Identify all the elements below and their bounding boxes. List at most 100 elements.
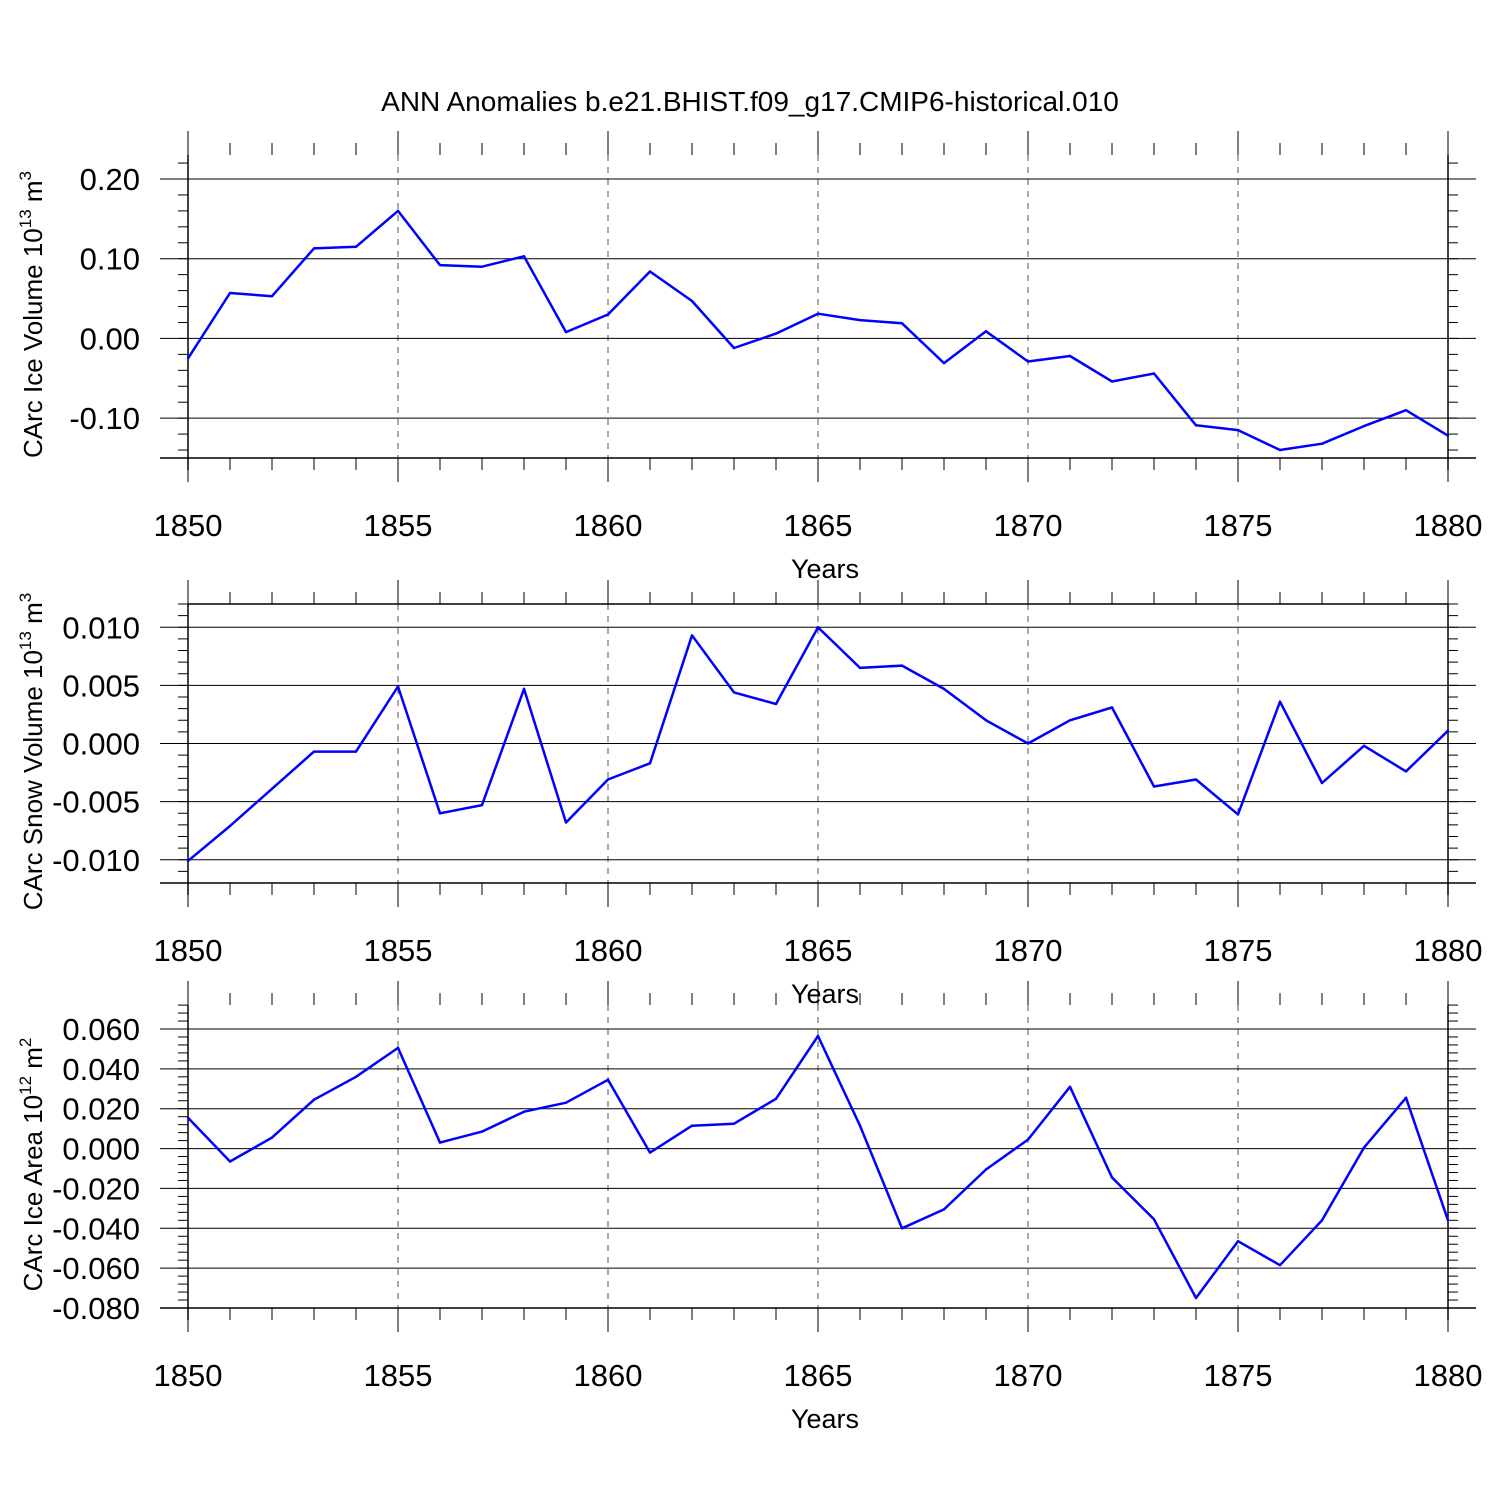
y-tick-label: 0.060 [62,1012,140,1047]
data-point [606,778,610,781]
data-point [1320,1219,1324,1222]
data-point [1110,1176,1114,1179]
x-tick-label: 1880 [1414,1358,1483,1393]
y-axis-label: CArc Ice Area 1012 m2 [16,1038,48,1292]
data-point [648,1151,652,1154]
x-axis-label: Years [791,979,859,1009]
data-point [606,313,610,316]
x-tick-label: 1870 [994,508,1063,543]
data-point [1194,778,1198,781]
x-tick-label: 1860 [574,933,643,968]
data-point [1446,434,1450,437]
figure-title: ANN Anomalies b.e21.BHIST.f09_g17.CMIP6-… [381,86,1119,117]
series-line [186,209,1449,452]
data-point [648,270,652,273]
data-point [942,1208,946,1211]
data-point [438,263,442,267]
x-tick-label: 1880 [1414,508,1483,543]
y-axis-label-part: m [18,1047,48,1076]
data-point [228,1160,232,1163]
y-axis-label-part: m [18,602,48,631]
data-point [522,1110,526,1113]
data-point [186,859,190,863]
data-point [900,664,904,667]
y-tick-label: 0.10 [80,242,140,277]
data-point [1236,428,1240,432]
data-point [816,626,820,629]
data-point [1362,744,1366,748]
x-tick-label: 1865 [784,508,853,543]
data-point [1320,781,1324,785]
data-point [312,750,316,753]
data-point [480,1130,484,1133]
data-point [186,357,190,360]
data-point [858,318,862,322]
data-point [858,666,862,670]
y-tick-label: -0.10 [69,401,140,436]
data-point [438,812,442,815]
x-tick-label: 1850 [154,508,223,543]
ice-area-panel: -0.080 -0.060 -0.040 -0.020 0.000 0.020 0.040 0… [16,981,1482,1434]
data-point [732,346,736,350]
data-point [984,719,988,722]
x-tick-label: 1850 [154,1358,223,1393]
data-point [396,209,400,213]
data-point [228,291,232,295]
data-point [942,687,946,691]
data-point [1278,1263,1282,1267]
y-tick-label: 0.040 [62,1052,140,1087]
data-point [270,294,274,298]
data-point [396,685,400,688]
data-point [270,787,274,791]
data-point [858,1124,862,1127]
data-point [984,1168,988,1171]
data-point [1152,372,1156,375]
ice-volume-panel: -0.10 0.00 0.10 0.20 1850 1855 1860 1865 1870 187… [16,131,1482,584]
x-axis-label: Years [791,554,859,584]
data-point [480,803,484,807]
y-axis-label-part: CArc Snow Volume 10 [18,650,48,910]
y-axis-label-superscript: 2 [16,1038,35,1047]
y-axis-label-superscript: 3 [16,171,35,180]
data-point [1026,742,1030,745]
y-tick-label: 0.000 [62,727,140,762]
data-point [1194,1296,1198,1300]
data-point [606,1078,610,1082]
data-point [1278,448,1282,452]
data-point [984,330,988,333]
data-point [1320,442,1324,445]
y-tick-label: 0.20 [80,162,140,197]
data-point [312,1098,316,1101]
x-tick-label: 1865 [784,1358,853,1393]
y-axis-label: CArc Ice Volume 1013 m3 [16,171,48,458]
data-point [816,1034,820,1038]
data-point [522,687,526,691]
y-axis-label-superscript: 12 [16,1076,35,1095]
y-tick-label: -0.005 [52,785,140,820]
data-point [186,1116,190,1119]
data-point [1404,408,1408,412]
data-point [396,1046,400,1050]
y-axis-label-superscript: 13 [16,209,35,228]
x-tick-label: 1880 [1414,933,1483,968]
data-point [1110,706,1114,709]
data-point [228,824,232,828]
data-point [1026,1138,1030,1141]
data-point [690,634,694,637]
data-point [1404,1096,1408,1099]
y-axis-label-part: CArc Ice Volume 10 [18,228,48,458]
x-tick-label: 1860 [574,1358,643,1393]
data-point [312,247,316,250]
data-point [564,330,568,334]
data-point [732,1122,736,1125]
data-point [480,265,484,268]
y-tick-label: 0.005 [62,668,140,703]
x-tick-label: 1870 [994,1358,1063,1393]
data-point [354,245,358,248]
y-tick-label: -0.010 [52,843,140,878]
data-point [354,750,358,753]
data-point [1404,770,1408,773]
data-point [1110,380,1114,383]
data-point [648,762,652,765]
data-point [522,255,526,258]
